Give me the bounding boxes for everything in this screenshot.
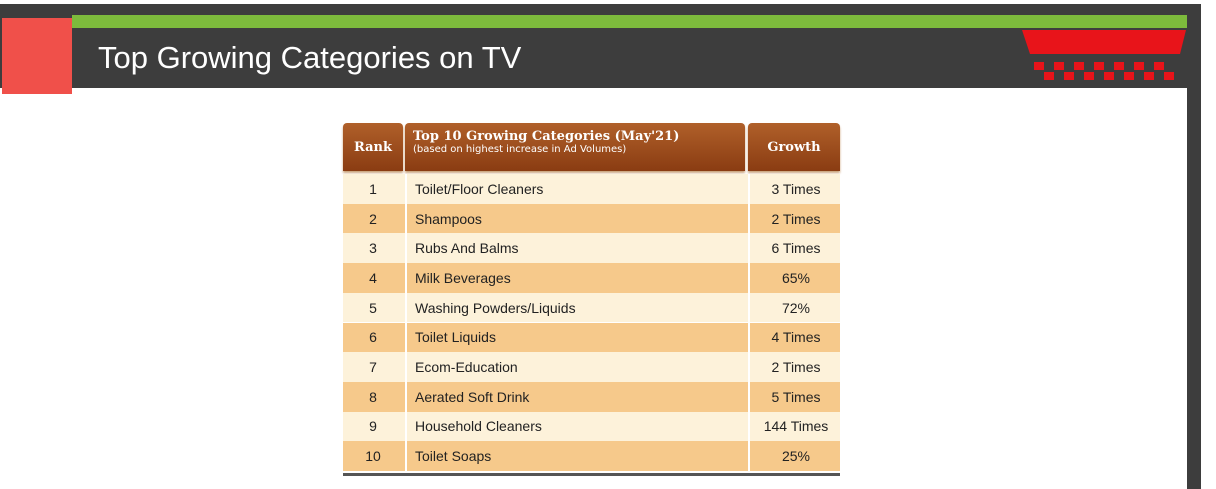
table-row: 7 Ecom-Education 2 Times xyxy=(343,352,840,382)
table-cell: 25% xyxy=(748,441,842,471)
table-cell: 6 Times xyxy=(748,233,842,264)
table-cell: Household Cleaners xyxy=(405,411,745,442)
table-row: 4 Milk Beverages 65% xyxy=(343,263,840,293)
logo-decoration xyxy=(1022,30,1186,80)
table-cell: Toilet Liquids xyxy=(405,322,745,353)
table-cell: 72% xyxy=(748,292,842,323)
table-row: 10 Toilet Soaps 25% xyxy=(343,441,840,471)
table-cell: 2 Times xyxy=(748,203,842,234)
red-square xyxy=(2,18,72,94)
header-cell: Growth xyxy=(748,123,840,171)
table-cell: Rubs And Balms xyxy=(405,233,745,264)
table-cell: 8 xyxy=(369,388,377,405)
table-cell: 6 xyxy=(369,329,377,346)
table-cell: 3 xyxy=(369,240,377,257)
table-cell: 4 xyxy=(369,269,377,286)
table-cell: 5 xyxy=(369,299,377,316)
table-cell: 7 xyxy=(369,359,377,376)
table-cell: 144 Times xyxy=(748,411,842,442)
table-row: 3 Rubs And Balms 6 Times xyxy=(343,233,842,264)
table-cell: 9 xyxy=(369,418,377,435)
table-row: 6 Toilet Liquids 4 Times xyxy=(343,322,842,353)
table-cell: Toilet Soaps xyxy=(405,441,745,471)
table-cell: 65% xyxy=(748,263,842,293)
table-cell: Milk Beverages xyxy=(405,263,745,293)
table-row: 2 Shampoos 2 Times xyxy=(343,203,842,234)
header-note: (based on highest increase in Ad Volumes… xyxy=(413,144,627,155)
table-cell: 2 Times xyxy=(748,352,842,382)
header-cell: Top 10 Growing Categories (May'21) (base… xyxy=(405,123,745,171)
table-cell: 10 xyxy=(365,448,381,465)
table-cell: Shampoos xyxy=(405,203,745,234)
table-cell: 1 xyxy=(369,180,377,197)
table-cell: 3 Times xyxy=(748,174,842,204)
slide-title: Top Growing Categories on TV xyxy=(98,40,522,75)
table-cell: Aerated Soft Drink xyxy=(405,381,745,412)
green-stripe xyxy=(72,15,1187,28)
table-bottom-rule xyxy=(343,473,840,476)
table-cell: 2 xyxy=(369,210,377,227)
table-cell: Toilet/Floor Cleaners xyxy=(405,174,745,204)
table-cell: Washing Powders/Liquids xyxy=(405,292,745,323)
table-cell: 5 Times xyxy=(748,381,842,412)
header-text: Top 10 Growing Categories (May'21) xyxy=(413,129,680,144)
table-row: 1 Toilet/Floor Cleaners 3 Times xyxy=(343,174,840,204)
side-bar xyxy=(1187,4,1201,489)
table-cell: Ecom-Education xyxy=(405,352,745,382)
table-row: 8 Aerated Soft Drink 5 Times xyxy=(343,381,842,412)
table-row: 5 Washing Powders/Liquids 72% xyxy=(343,292,842,323)
header-cell: Rank xyxy=(343,123,403,171)
table-cell: 4 Times xyxy=(748,322,842,353)
table-row: 9 Household Cleaners 144 Times xyxy=(343,411,842,442)
